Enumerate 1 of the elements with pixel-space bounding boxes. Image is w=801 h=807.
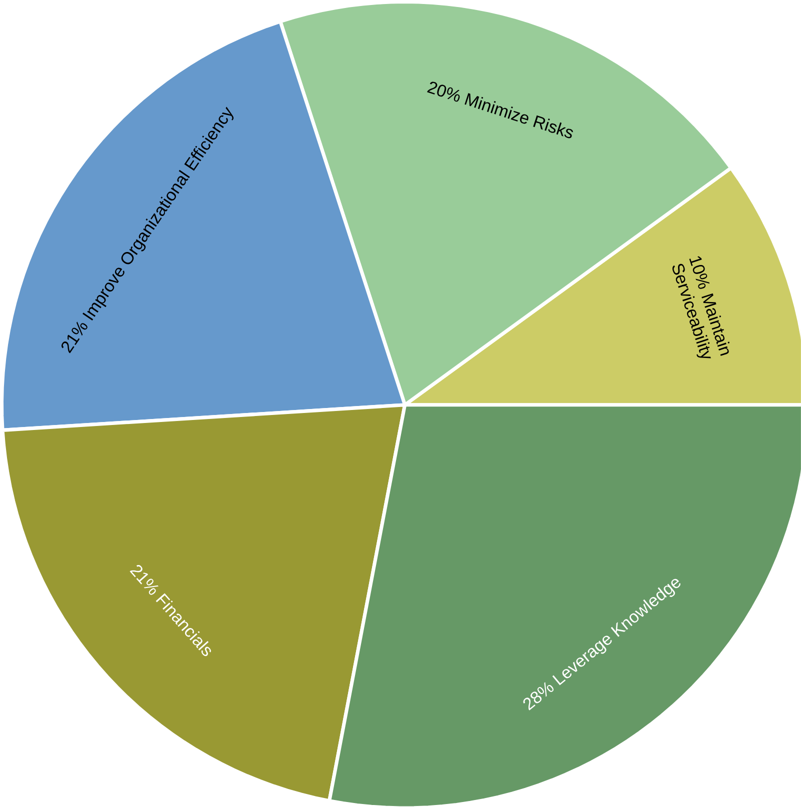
data-label: 20% bbox=[427, 82, 460, 102]
